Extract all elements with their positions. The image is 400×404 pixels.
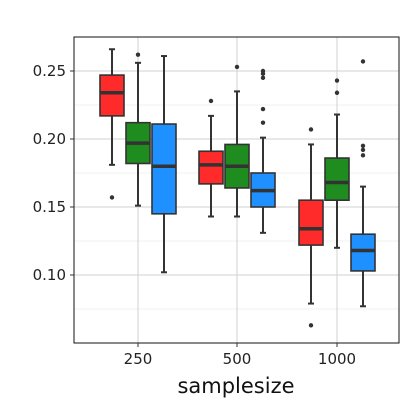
outlier-point — [109, 195, 115, 200]
box-body — [151, 123, 177, 215]
y-tick-label: 0.20 — [33, 130, 66, 148]
box-body — [298, 199, 324, 246]
x-tick-label: 500 — [223, 350, 252, 368]
box-1000-series-3 — [350, 59, 376, 308]
y-tick-label: 0.15 — [33, 198, 66, 216]
box-1000-series-2 — [324, 78, 350, 249]
outlier-point — [260, 68, 266, 74]
outlier-point — [360, 59, 366, 64]
outlier-point — [308, 127, 314, 132]
outlier-point — [260, 75, 266, 81]
boxes-layer — [99, 48, 376, 328]
box-250-series-1 — [99, 48, 125, 200]
y-tick-label: 0.10 — [33, 266, 66, 284]
x-tick-label: 1000 — [318, 350, 356, 368]
outlier-point — [135, 52, 141, 57]
outlier-point — [234, 64, 240, 70]
outlier-point — [334, 90, 340, 95]
box-500-series-2 — [224, 64, 250, 218]
x-axis-title: samplesize — [177, 374, 294, 398]
box-body — [350, 233, 376, 272]
box-250-series-3 — [151, 55, 177, 274]
outlier-point — [208, 98, 214, 104]
outlier-point — [334, 78, 340, 83]
box-body — [324, 157, 350, 201]
outlier-point — [260, 106, 266, 112]
y-tick-label: 0.25 — [33, 62, 66, 80]
box-1000-series-1 — [298, 127, 324, 328]
box-500-series-1 — [198, 98, 224, 218]
ticks-layer: 0.10 0.15 0.20 0.25 250 500 1000 — [33, 62, 357, 368]
outlier-point — [360, 143, 366, 148]
box-body — [99, 74, 125, 117]
outlier-point — [360, 153, 366, 158]
outlier-point — [260, 120, 266, 125]
box-500-series-3 — [250, 68, 276, 234]
x-tick-label: 250 — [124, 350, 153, 368]
box-250-series-2 — [125, 52, 151, 207]
box-body — [198, 150, 224, 185]
outlier-point — [308, 323, 314, 328]
outlier-point — [360, 147, 366, 153]
